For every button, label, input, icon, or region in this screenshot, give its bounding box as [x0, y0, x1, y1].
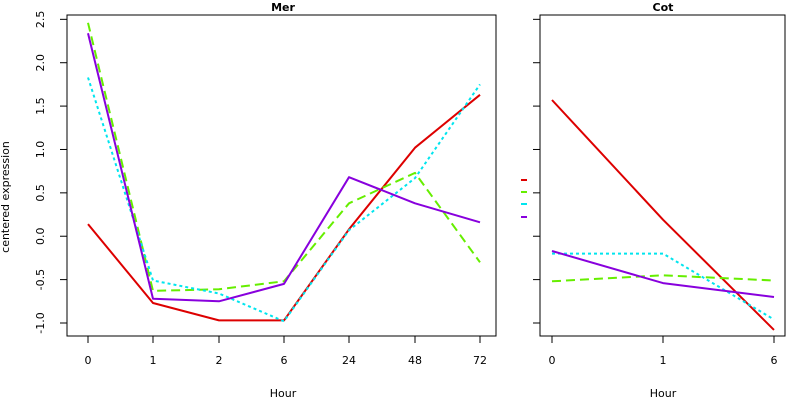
series-line-mer-2: [87, 77, 481, 323]
series-line-mer-1: [87, 22, 481, 292]
y-tick-label-6: 2.0: [34, 54, 47, 72]
ticks-layer: 0 1 2 6 24 48 72 -1.0 -0.5 0.0 0.5 1.0 1.5 2.0 2.5 0 1 6: [34, 11, 778, 367]
x-tick-label-cot-1: 1: [660, 354, 667, 367]
x-tick-label-cot-2: 6: [771, 354, 778, 367]
x-tick-label-mer-6: 72: [473, 354, 487, 367]
y-tick-label-5: 1.5: [34, 97, 47, 115]
x-tick-label-mer-1: 1: [150, 354, 157, 367]
x-axis-title-cot: Hour: [650, 387, 677, 400]
y-tick-label-4: 1.0: [34, 141, 47, 159]
y-tick-label-7: 2.5: [34, 11, 47, 29]
series-line-cot-1: [551, 274, 775, 283]
x-tick-label-mer-5: 48: [408, 354, 422, 367]
series-line-cot-3: [551, 250, 775, 298]
y-tick-label-2: 0.0: [34, 227, 47, 245]
y-tick-label-1: -0.5: [34, 269, 47, 290]
x-tick-label-mer-3: 6: [281, 354, 288, 367]
x-tick-label-mer-0: 0: [85, 354, 92, 367]
legend: [521, 179, 527, 218]
x-tick-label-mer-2: 2: [216, 354, 223, 367]
y-axis-title: centered expression: [0, 141, 12, 253]
x-tick-label-mer-4: 24: [342, 354, 356, 367]
x-tick-label-cot-0: 0: [549, 354, 556, 367]
y-tick-label-0: -1.0: [34, 312, 47, 333]
y-tick-label-3: 0.5: [34, 184, 47, 202]
series-line-cot-2: [552, 252, 775, 321]
panel-frame-mer: [66, 14, 497, 337]
series-line-mer-3: [87, 32, 481, 303]
panel-title-cot: Cot: [653, 1, 674, 14]
series-line-mer-0: [87, 94, 481, 322]
lines-layer: [87, 22, 775, 331]
panel-frame-cot: [539, 14, 786, 337]
x-axis-title-mer: Hour: [270, 387, 297, 400]
panel-title-mer: Mer: [271, 1, 295, 14]
series-line-cot-0: [551, 99, 775, 331]
